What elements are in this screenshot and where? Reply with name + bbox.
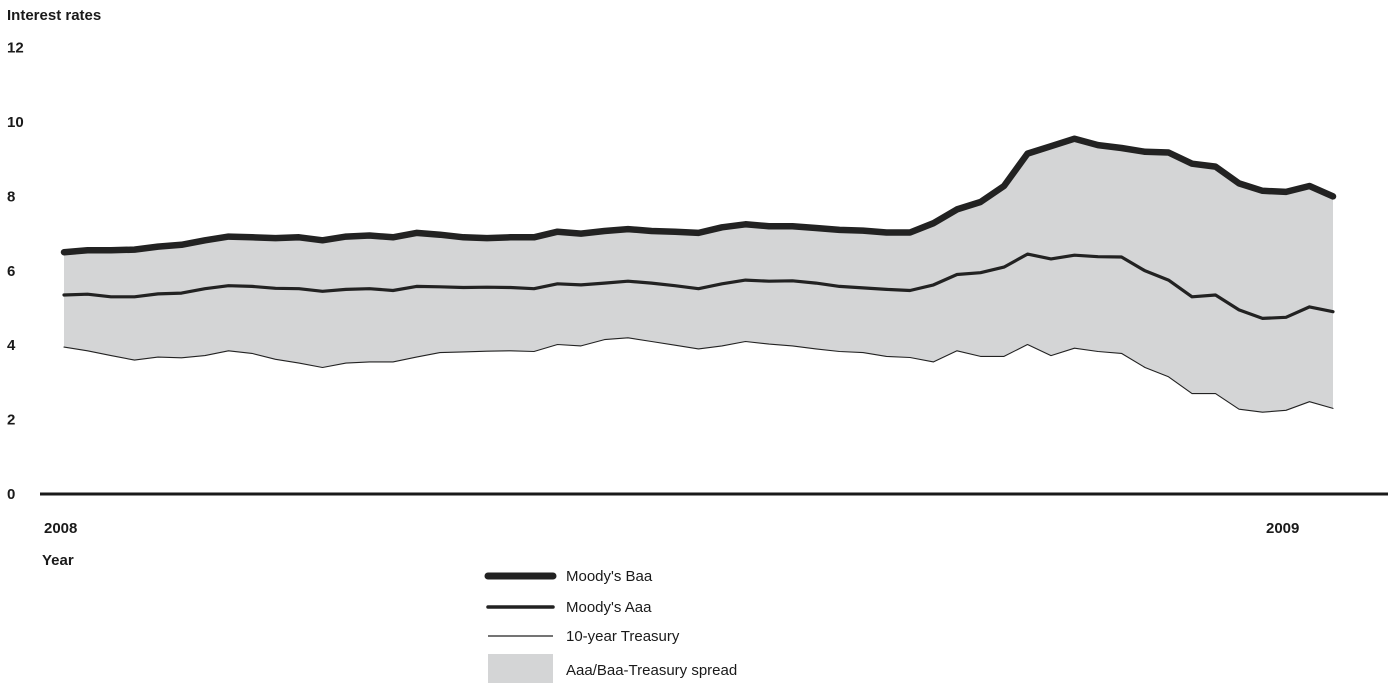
y-tick-label: 0	[7, 486, 15, 503]
y-tick-label: 6	[7, 263, 15, 280]
y-axis-label: Interest rates	[7, 7, 101, 24]
plot-area	[40, 135, 1388, 496]
legend-label-10yr-treasury: 10-year Treasury	[566, 628, 680, 645]
series-line-moodys-aaa	[62, 252, 1335, 320]
legend-label-moodys-aaa: Moody's Aaa	[566, 599, 652, 616]
series-line-10yr-treasury	[63, 337, 1334, 413]
y-tick-label: 10	[7, 114, 24, 131]
x-tick-label: 2009	[1266, 520, 1299, 537]
y-tick-label: 12	[7, 40, 24, 57]
legend: Moody's Baa Moody's Aaa 10-year Treasury…	[484, 568, 737, 683]
x-tick-label: 2008	[44, 520, 77, 537]
x-tick-labels: 2008 2009	[44, 520, 1299, 537]
x-axis-label: Year	[42, 552, 74, 569]
y-tick-label: 4	[7, 337, 16, 354]
y-tick-label: 2	[7, 412, 15, 429]
legend-swatch-spread	[488, 654, 553, 683]
legend-label-spread: Aaa/Baa-Treasury spread	[566, 662, 737, 679]
y-tick-label: 8	[7, 188, 15, 205]
legend-label-moodys-baa: Moody's Baa	[566, 568, 653, 585]
spread-area	[64, 138, 1333, 413]
y-tick-labels: 0 2 4 6 8 10 12	[7, 40, 24, 503]
series-line-moodys-baa	[60, 135, 1337, 256]
